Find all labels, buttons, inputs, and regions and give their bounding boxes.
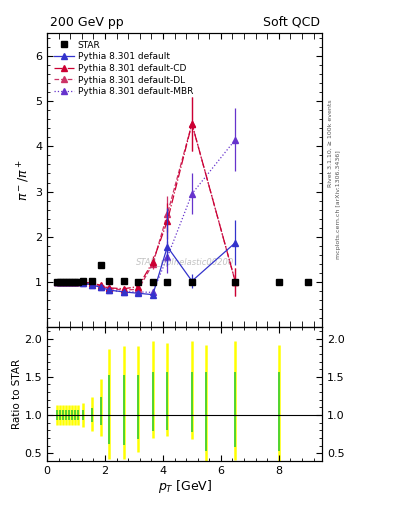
- Text: 200 GeV pp: 200 GeV pp: [50, 16, 123, 29]
- Legend: STAR, Pythia 8.301 default, Pythia 8.301 default-CD, Pythia 8.301 default-DL, Py: STAR, Pythia 8.301 default, Pythia 8.301…: [51, 38, 196, 99]
- Y-axis label: $\pi^- / \pi^+$: $\pi^- / \pi^+$: [16, 159, 32, 201]
- Text: STAR_ppInelastic00200: STAR_ppInelastic00200: [136, 258, 234, 267]
- Text: mcplots.cern.ch [arXiv:1306.3436]: mcplots.cern.ch [arXiv:1306.3436]: [336, 151, 341, 259]
- Text: Rivet 3.1.10, ≥ 100k events: Rivet 3.1.10, ≥ 100k events: [328, 99, 333, 187]
- Y-axis label: Ratio to STAR: Ratio to STAR: [12, 359, 22, 429]
- Text: Soft QCD: Soft QCD: [263, 16, 320, 29]
- X-axis label: $p_T$ [GeV]: $p_T$ [GeV]: [158, 478, 212, 496]
